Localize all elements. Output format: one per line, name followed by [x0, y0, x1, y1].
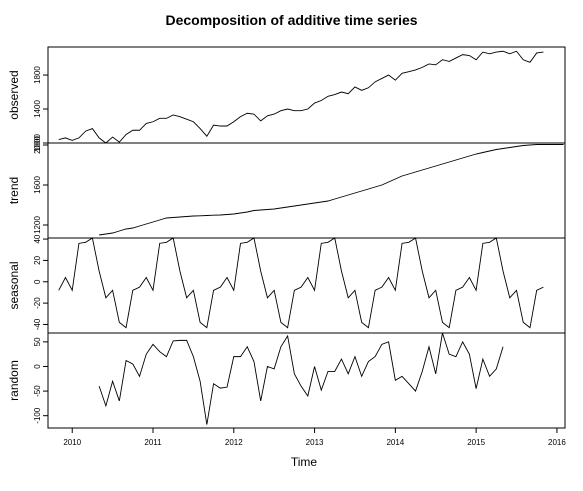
y-axis-label-seasonal: seasonal	[7, 261, 21, 309]
y-axis-label-observed: observed	[7, 70, 21, 119]
y-tick-label-trend: 1600	[33, 176, 42, 194]
x-tick-label: 2016	[548, 438, 566, 447]
series-line-observed	[58, 50, 544, 144]
y-tick-label-trend: 2000	[33, 136, 42, 154]
x-tick-label: 2013	[306, 438, 324, 447]
y-tick-label-random: 0	[33, 364, 42, 369]
y-tick-label-seasonal: 40	[33, 234, 42, 243]
panel-frame-observed	[47, 46, 566, 144]
chart-title: Decomposition of additive time series	[165, 12, 418, 28]
series-line-seasonal	[58, 237, 544, 329]
panel-frame-seasonal	[47, 237, 566, 334]
x-tick-label: 2014	[386, 438, 404, 447]
panel-frame-trend	[47, 142, 566, 239]
x-tick-label: 2012	[225, 438, 243, 447]
x-tick-label: 2015	[467, 438, 485, 447]
y-axis-label-trend: trend	[7, 177, 21, 204]
y-axis-label-random: random	[7, 360, 21, 401]
y-tick-label-seasonal: 0	[33, 279, 42, 284]
y-tick-label-observed: 1800	[33, 66, 42, 84]
x-axis-label: Time	[291, 455, 318, 469]
y-tick-label-observed: 1000	[33, 134, 42, 152]
series-line-random	[98, 332, 504, 425]
y-tick-label-observed: 1400	[33, 100, 42, 118]
y-tick-label-seasonal: -40	[33, 318, 42, 330]
x-tick-label: 2011	[144, 438, 162, 447]
y-tick-label-trend: 1200	[33, 216, 42, 234]
y-tick-label-random: -50	[33, 385, 42, 397]
series-line-trend	[99, 144, 564, 236]
y-tick-label-random: -100	[33, 407, 42, 424]
x-tick-label: 2010	[63, 438, 81, 447]
y-tick-label-random: 50	[33, 337, 42, 346]
y-tick-label-seasonal: 20	[33, 255, 42, 264]
panel-frame-random	[47, 332, 566, 429]
y-tick-label-seasonal: -20	[33, 297, 42, 309]
